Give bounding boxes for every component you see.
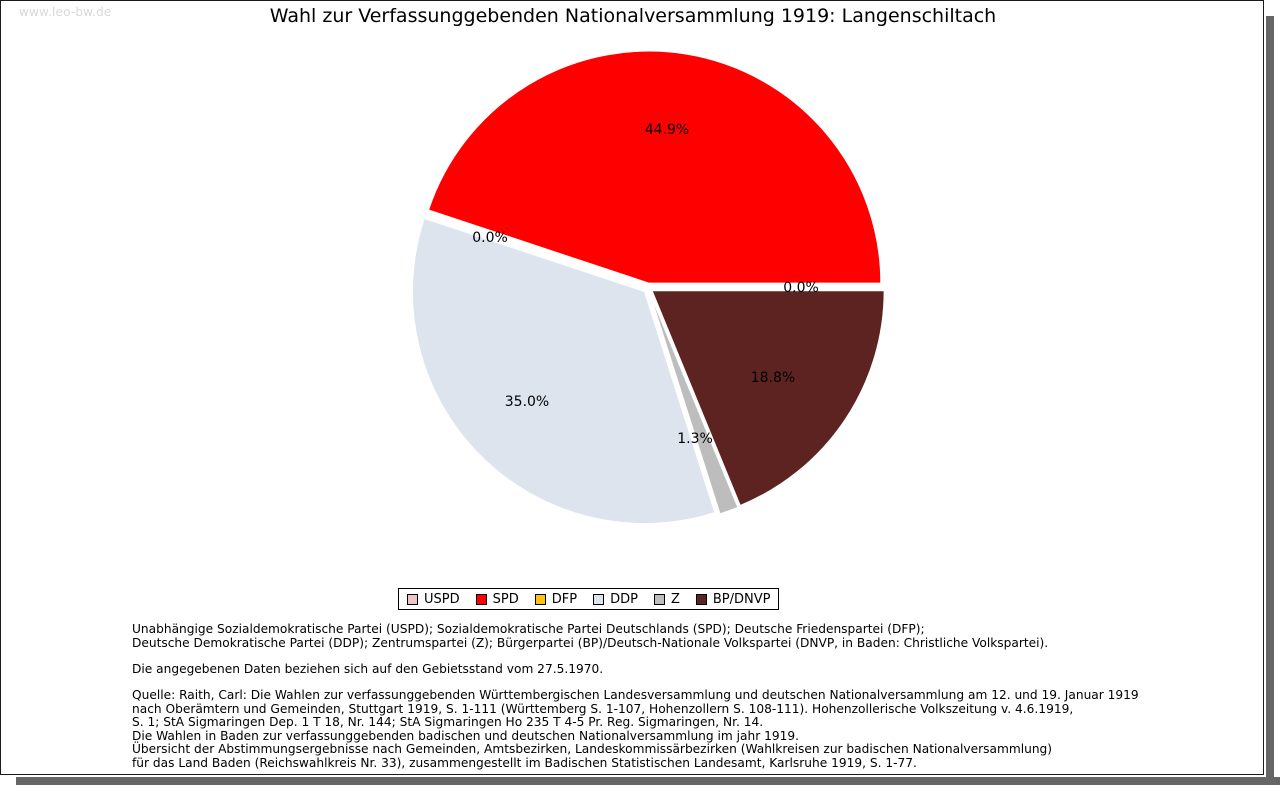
legend-item-ddp: DDP (593, 592, 638, 607)
legend-item-spd: SPD (475, 591, 519, 607)
window-shadow-right (1266, 16, 1274, 785)
legend-swatch-icon (653, 593, 665, 605)
legend-item-label: USPD (424, 591, 460, 607)
chart-canvas: www.leo-bw.de Wahl zur Verfassunggebende… (0, 0, 1264, 775)
legend-item-z: Z (653, 591, 680, 607)
legend-swatch-icon (407, 593, 418, 605)
legend-item-label: DDP (610, 591, 638, 607)
legend-item-bp-dnvp: BP/DNVP (695, 591, 771, 607)
chart-title: Wahl zur Verfassunggebenden Nationalvers… (269, 5, 997, 27)
pie-slice-spd (427, 50, 882, 284)
pie-label-spd: 44.9% (644, 122, 690, 138)
pie-slice-ddp (411, 217, 716, 524)
legend-item-label: Z (670, 591, 680, 607)
legend-swatch-icon (695, 593, 707, 605)
legend-item-dfp: DFP (534, 591, 578, 607)
pie-slice-z (649, 292, 739, 515)
watermark: www.leo-bw.de (19, 5, 112, 19)
legend-item-label: DFP (551, 591, 578, 607)
pie-svg (411, 50, 885, 524)
pie-label-bpdnvp: 18.8% (750, 370, 796, 386)
legend-swatch-icon (475, 593, 487, 605)
pie-label-dfp: 0.0% (783, 280, 819, 296)
legend-swatch-icon (593, 593, 605, 605)
legend-item-label: BP/DNVP (712, 591, 771, 607)
pie-label-z: 1.3% (677, 431, 713, 447)
legend-item-uspd: USPD (407, 592, 460, 607)
window-shadow-bottom (16, 777, 1280, 785)
pie-slice-bp-dnvp (651, 290, 885, 507)
pie-label-uspd: 0.0% (472, 230, 508, 246)
footnote-source: Quelle: Raith, Carl: Die Wahlen zur verf… (132, 688, 1139, 770)
chart-legend: USPD SPD DFP DDP Z BP/DNVP (398, 588, 780, 610)
pie-label-ddp: 35.0% (504, 394, 550, 410)
footnote-party-names: Unabhängige Sozialdemokratische Partei (… (132, 622, 1049, 650)
pie-chart: 0.0% 44.9% 0.0% 35.0% 1.3% 18.8% (1, 1, 1265, 561)
legend-swatch-icon (534, 593, 546, 605)
legend-item-label: SPD (492, 591, 519, 607)
footnote-gebietsstand: Die angegebenen Daten beziehen sich auf … (132, 662, 604, 676)
